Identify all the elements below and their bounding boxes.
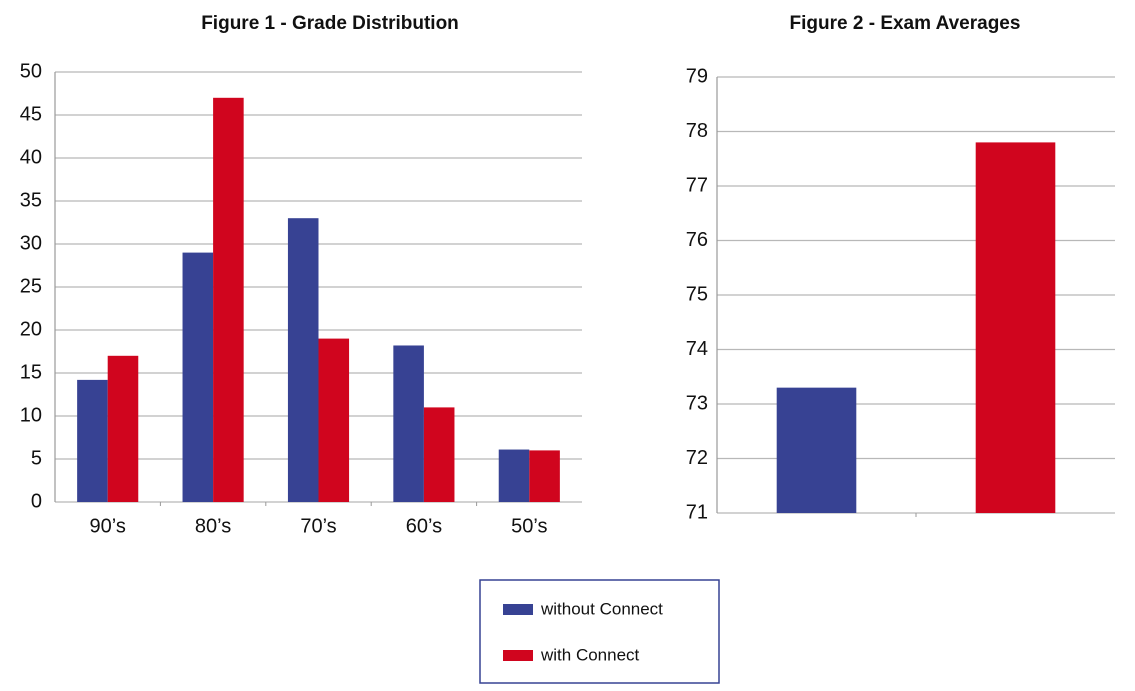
legend-label: with Connect: [540, 645, 640, 664]
bar: [77, 379, 108, 502]
chart-title: Figure 1 - Grade Distribution: [201, 13, 459, 34]
y-tick-label: 15: [20, 361, 42, 383]
y-tick-label: 5: [31, 447, 42, 469]
bar: [529, 450, 560, 502]
bar: [182, 252, 214, 502]
y-tick-label: 25: [20, 275, 42, 297]
bar: [776, 387, 857, 513]
y-tick-label: 79: [686, 65, 708, 87]
x-tick-label: 60’s: [406, 515, 442, 537]
y-tick-label: 77: [686, 174, 708, 196]
y-tick-label: 50: [20, 60, 42, 82]
chart-title: Figure 2 - Exam Averages: [790, 13, 1021, 34]
y-tick-label: 72: [686, 447, 708, 469]
y-tick-label: 20: [20, 318, 42, 340]
y-tick-label: 45: [20, 103, 42, 125]
y-tick-label: 78: [686, 120, 708, 142]
bar: [318, 338, 350, 502]
x-tick-label: 70’s: [300, 515, 336, 537]
y-tick-label: 10: [20, 404, 42, 426]
y-tick-label: 71: [686, 501, 708, 523]
bar: [213, 97, 244, 503]
y-tick-label: 30: [20, 232, 42, 254]
x-tick-label: 50’s: [511, 515, 547, 537]
legend: without Connect with Connect: [479, 579, 720, 684]
y-tick-label: 40: [20, 146, 42, 168]
x-tick-label: 90’s: [90, 515, 126, 537]
bar: [393, 345, 424, 502]
y-tick-label: 75: [686, 283, 708, 305]
x-tick-label: 80’s: [195, 515, 231, 537]
bar: [975, 142, 1056, 513]
y-tick-label: 76: [686, 229, 708, 251]
y-tick-label: 73: [686, 392, 708, 414]
legend-box: [479, 579, 720, 684]
legend-swatch: [503, 604, 533, 615]
legend-label: without Connect: [540, 599, 663, 618]
y-tick-label: 35: [20, 189, 42, 211]
legend-swatch: [503, 650, 533, 661]
bar: [423, 407, 455, 502]
y-tick-label: 0: [31, 490, 42, 512]
bar: [107, 355, 139, 502]
y-tick-label: 74: [686, 338, 708, 360]
bar: [287, 218, 319, 502]
bar: [498, 449, 530, 502]
